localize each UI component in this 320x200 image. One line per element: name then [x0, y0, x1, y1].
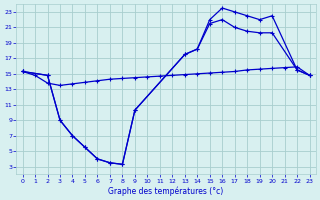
X-axis label: Graphe des températures (°c): Graphe des températures (°c): [108, 186, 224, 196]
